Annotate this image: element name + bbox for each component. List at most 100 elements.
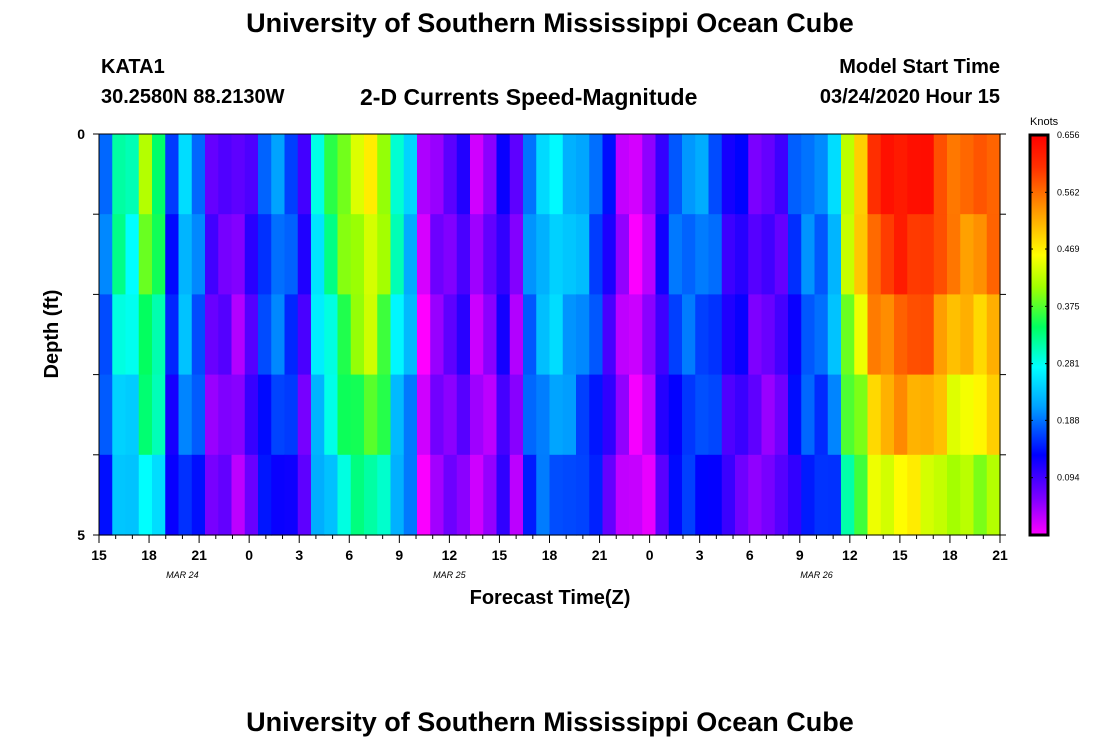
heatmap-cell (986, 134, 1001, 215)
heatmap-cell (721, 294, 736, 376)
heatmap-cell (430, 134, 445, 215)
heatmap-cell (258, 294, 272, 376)
heatmap-cell (629, 214, 643, 295)
heatmap-cell (324, 374, 339, 456)
heatmap-cell (920, 454, 935, 536)
heatmap-cell (430, 374, 445, 456)
heatmap-cell (549, 214, 564, 295)
heatmap-cell (867, 454, 882, 536)
heatmap-cell (682, 214, 696, 295)
heatmap-cell (867, 374, 882, 456)
x-axis-label: Forecast Time(Z) (470, 587, 631, 609)
heatmap-cell (748, 454, 763, 536)
x-tick-label: 18 (942, 547, 958, 563)
date-label: MAR 26 (800, 570, 833, 580)
heatmap-cell (509, 294, 524, 376)
colorbar-tick-label: 0.094 (1057, 473, 1080, 483)
heatmap-cell (947, 374, 961, 456)
heatmap-cell (642, 454, 657, 536)
heatmap-cell (907, 454, 922, 536)
heatmap-cell (682, 134, 696, 215)
heatmap-cell (165, 214, 180, 295)
heatmap-cell (933, 454, 948, 536)
heatmap-cell (350, 294, 365, 376)
heatmap-cell (311, 374, 325, 456)
heatmap-cell (562, 294, 577, 376)
heatmap-cell (973, 454, 988, 536)
heatmap-cell (629, 454, 643, 536)
heatmap-cell (801, 374, 816, 456)
heatmap-cell (536, 294, 551, 376)
heatmap-cell (165, 454, 180, 536)
heatmap-cell (138, 214, 153, 295)
heatmap-cell (642, 214, 657, 295)
heatmap-cell (973, 134, 988, 215)
heatmap-cell (152, 214, 166, 295)
heatmap-cell (496, 454, 511, 536)
heatmap-cell (443, 294, 458, 376)
heatmap-cell (403, 374, 418, 456)
heatmap-cell (814, 214, 829, 295)
x-axis: 15 18 21 0 3 6 9 12 15 18 21 0 3 6 9 12 15 18 21 MAR 24 MAR … (91, 535, 1008, 580)
heatmap-cell (947, 134, 961, 215)
heatmap-cell (920, 374, 935, 456)
heatmap-cell (735, 294, 749, 376)
x-tick-label: 21 (191, 547, 207, 563)
heatmap-cell (602, 454, 617, 536)
heatmap-cell (708, 374, 723, 456)
heatmap-cell (920, 134, 935, 215)
heatmap-cell (99, 374, 113, 456)
heatmap-cell (960, 374, 975, 456)
model-start-value: 03/24/2020 Hour 15 (819, 86, 1000, 108)
heatmap-cell (960, 134, 975, 215)
heatmap-cell (841, 374, 855, 456)
heatmap-cell (523, 134, 537, 215)
heatmap-cell (337, 374, 352, 456)
heatmap-cell (615, 454, 630, 536)
heatmap-cell (841, 294, 855, 376)
heatmap-cell (880, 454, 895, 536)
heatmap-cell (880, 214, 895, 295)
heatmap-cell (377, 454, 392, 536)
heatmap-cell (801, 214, 816, 295)
heatmap-cell (682, 374, 696, 456)
heatmap-cell (152, 374, 166, 456)
heatmap-cell (748, 294, 763, 376)
heatmap-cell (244, 374, 259, 456)
heatmap-cell (311, 214, 325, 295)
heatmap-cell (668, 454, 683, 536)
heatmap-cell (920, 294, 935, 376)
heatmap-cell (112, 454, 127, 536)
heatmap-cell (933, 374, 948, 456)
heatmap-cell (178, 214, 193, 295)
heatmap-cell (350, 454, 365, 536)
heatmap-cell (933, 294, 948, 376)
heatmap-cell (973, 214, 988, 295)
model-start-label: Model Start Time (839, 56, 1000, 78)
heatmap-cell (112, 134, 127, 215)
heatmap-cell (682, 454, 696, 536)
heatmap-cell (125, 214, 140, 295)
heatmap-cell (774, 134, 789, 215)
heatmap-cell (284, 214, 299, 295)
heatmap-cell (748, 374, 763, 456)
heatmap-cell (403, 454, 418, 536)
heatmap-cell (311, 454, 325, 536)
x-tick-label: 6 (746, 547, 754, 563)
x-tick-label: 21 (992, 547, 1008, 563)
heatmap-cell (735, 214, 749, 295)
heatmap-cell (191, 374, 206, 456)
heatmap-cell (549, 454, 564, 536)
heatmap-cell (854, 454, 869, 536)
heatmap-cell (311, 294, 325, 376)
y-axis-label: Depth (ft) (41, 290, 63, 379)
heatmap-cell (841, 134, 855, 215)
heatmap-cell (470, 374, 484, 456)
heatmap-cell (629, 134, 643, 215)
heatmap-cell (284, 134, 299, 215)
heatmap-cell (854, 134, 869, 215)
heatmap-cell (668, 134, 683, 215)
heatmap-cell (801, 134, 816, 215)
heatmap-cell (642, 374, 657, 456)
